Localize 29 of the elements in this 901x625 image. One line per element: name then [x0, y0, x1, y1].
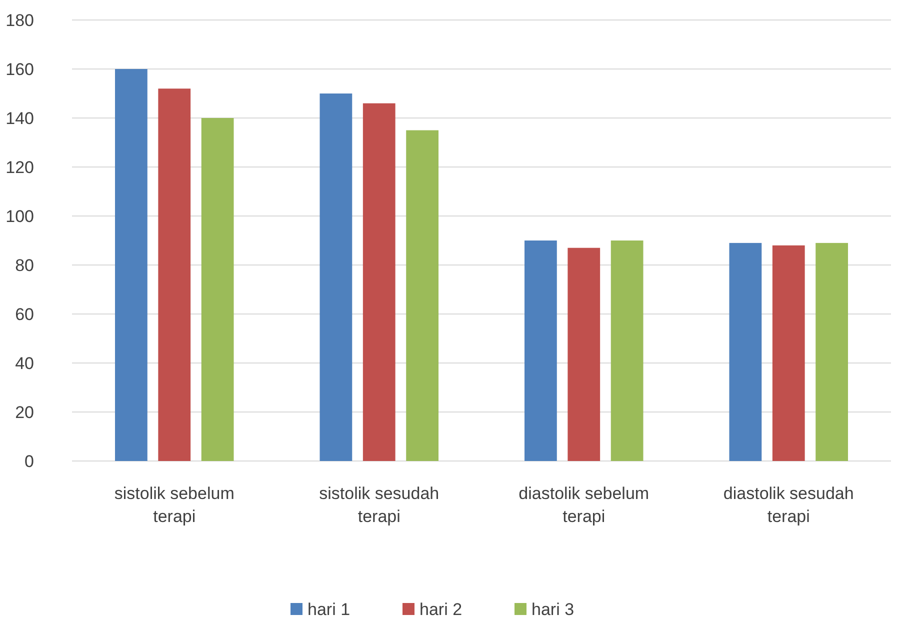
y-tick-label: 140 [6, 108, 34, 128]
x-tick-label: diastolik sebelum terapi [518, 484, 650, 526]
y-tick-label: 100 [6, 206, 34, 226]
bar [406, 130, 439, 461]
bar [729, 242, 762, 461]
bar [320, 94, 352, 461]
bar [816, 242, 848, 461]
y-tick-label: 120 [6, 158, 34, 177]
bar [114, 69, 148, 461]
bar [158, 88, 191, 461]
x-tick-label: diastolik sesudah terapi [723, 484, 854, 526]
legend-label: hari 3 [532, 600, 574, 619]
x-tick-label: sistolik sesudah terapi [319, 484, 440, 526]
y-tick-label: 60 [15, 304, 34, 324]
bar [610, 240, 644, 461]
y-tick-label: 0 [24, 452, 34, 471]
bar [772, 245, 805, 461]
bar [524, 240, 557, 461]
bar [201, 118, 234, 461]
y-tick-label: 180 [6, 10, 34, 30]
bar [362, 103, 396, 461]
y-tick-label: 80 [15, 256, 34, 275]
y-tick-label: 40 [15, 354, 34, 373]
bar [568, 248, 600, 461]
x-tick-label: sistolik sebelum terapi [114, 484, 234, 526]
y-tick-label: 20 [15, 402, 34, 422]
legend-label: hari 1 [308, 600, 350, 619]
y-tick-label: 160 [6, 60, 34, 79]
legend-label: hari 2 [420, 600, 462, 619]
